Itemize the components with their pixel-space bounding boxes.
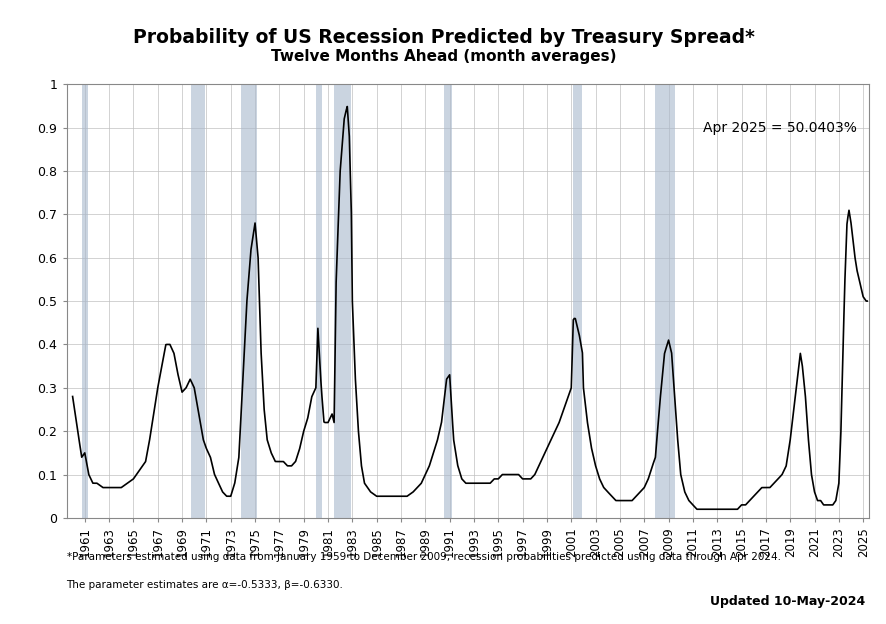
Text: *Parameters estimated using data from January 1959 to December 2009, recession p: *Parameters estimated using data from Ja… [66, 552, 780, 562]
Text: Updated 10-May-2024: Updated 10-May-2024 [709, 595, 864, 608]
Bar [443, 84, 451, 518]
Bar [572, 84, 582, 518]
Bar [82, 84, 88, 518]
Bar [334, 84, 351, 518]
Text: Apr 2025 = 50.0403%: Apr 2025 = 50.0403% [703, 121, 856, 135]
Bar [191, 84, 206, 518]
Text: Twelve Months Ahead (month averages): Twelve Months Ahead (month averages) [270, 49, 616, 64]
Bar [655, 84, 674, 518]
Bar [315, 84, 322, 518]
Bar [240, 84, 257, 518]
Text: The parameter estimates are α=-0.5333, β=-0.6330.: The parameter estimates are α=-0.5333, β… [66, 580, 343, 590]
Text: Probability of US Recession Predicted by Treasury Spread*: Probability of US Recession Predicted by… [132, 28, 754, 47]
